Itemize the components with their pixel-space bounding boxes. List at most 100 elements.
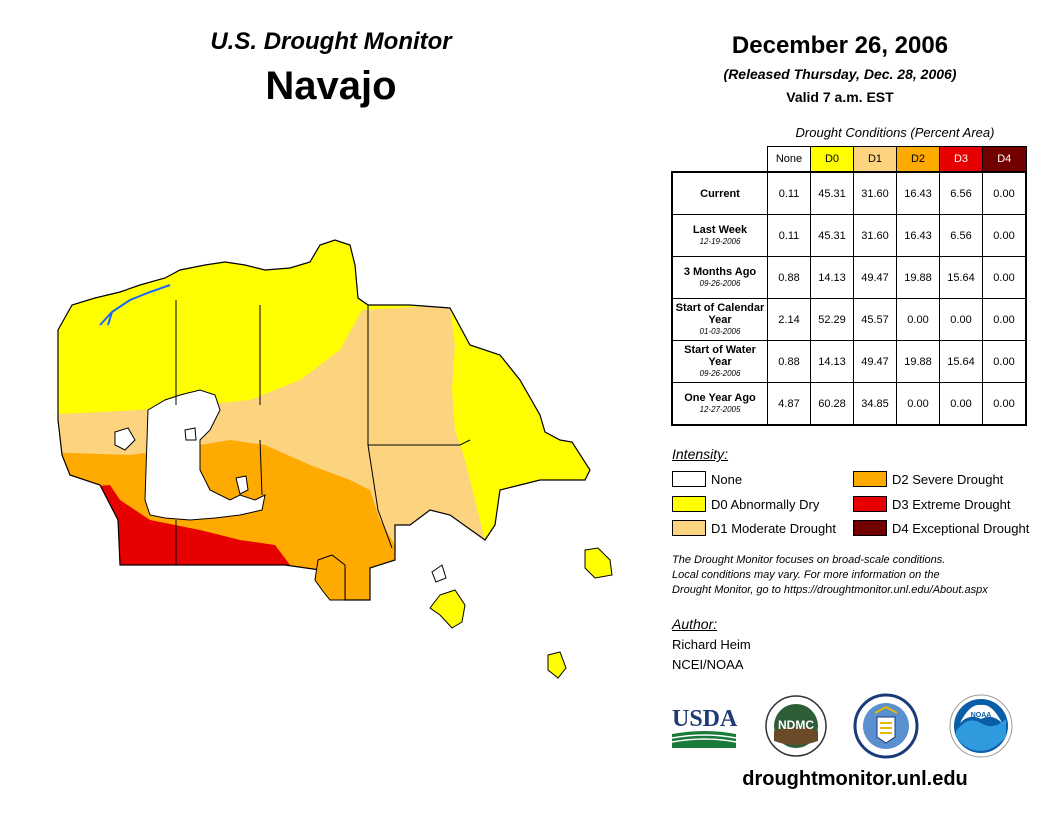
hopi-outline xyxy=(144,389,266,521)
satellite-ramah xyxy=(429,589,466,629)
row-label-text: 3 Months Ago xyxy=(683,265,757,278)
table-row: 3 Months Ago 09-26-2006 0.88 14.13 49.47 19.8… xyxy=(671,256,1027,299)
table-cell: 6.56 xyxy=(939,171,983,215)
table-cell: 4.87 xyxy=(767,382,811,426)
table-cell: 0.00 xyxy=(939,298,983,341)
usda-logo: USDA xyxy=(671,706,738,748)
drought-map xyxy=(57,239,613,679)
table-cell: 52.29 xyxy=(810,298,854,341)
map-subtitle: U.S. Drought Monitor xyxy=(210,28,452,55)
legend-label: D1 Moderate Drought xyxy=(711,520,837,536)
table-cell: 15.64 xyxy=(939,256,983,299)
table-cell: 14.13 xyxy=(810,340,854,383)
noaa-logo-text: NOAA xyxy=(971,712,992,719)
noaa-logo: NOAA xyxy=(949,694,1013,758)
legend-swatch xyxy=(672,496,706,512)
legend-swatch xyxy=(853,520,887,536)
table-row: Start of Calendar Year 01-03-2006 2.14 52.2… xyxy=(671,298,1027,341)
release-date: (Released Thursday, Dec. 28, 2006) xyxy=(723,66,957,82)
table-cell: 19.88 xyxy=(896,256,940,299)
website-url[interactable]: droughtmonitor.unl.edu xyxy=(742,768,968,790)
legend-title: Intensity: xyxy=(672,446,729,462)
table-cell: 0.88 xyxy=(767,340,811,383)
table-cell: 0.88 xyxy=(767,256,811,299)
satellite-southeast xyxy=(547,651,567,679)
row-date: 09-26-2006 xyxy=(699,278,741,288)
legend-label: D2 Severe Drought xyxy=(892,471,1004,487)
enclave-south xyxy=(235,475,249,495)
table-cell: 16.43 xyxy=(896,171,940,215)
row-label-text: Current xyxy=(700,187,740,200)
commerce-seal xyxy=(853,693,919,759)
table-cell: 60.28 xyxy=(810,382,854,426)
table-cell: 49.47 xyxy=(853,340,897,383)
row-label: Last Week 12-19-2006 xyxy=(671,214,768,257)
legend-item-d0: D0 Abnormally Dry xyxy=(672,496,819,512)
table-cell: 2.14 xyxy=(767,298,811,341)
row-label: 3 Months Ago 09-26-2006 xyxy=(671,256,768,299)
author-org: NCEI/NOAA xyxy=(672,657,744,672)
legend-item-d4: D4 Exceptional Drought xyxy=(853,520,1029,536)
column-header-d2: D2 xyxy=(896,146,940,173)
legend-swatch xyxy=(672,471,706,487)
table-cell: 15.64 xyxy=(939,340,983,383)
row-label-text: Last Week xyxy=(692,223,748,236)
row-label-text: Start of Water Year xyxy=(684,343,756,368)
table-row: Current 0.11 45.31 31.60 16.43 6.56 0.00 xyxy=(671,171,1027,215)
table-cell: 0.00 xyxy=(982,382,1027,426)
ndmc-logo-text: NDMC xyxy=(778,718,814,732)
row-date: 01-03-2006 xyxy=(699,326,741,336)
legend-item-d1: D1 Moderate Drought xyxy=(672,520,836,536)
row-date: 09-26-2006 xyxy=(699,368,741,378)
column-header-none: None xyxy=(767,146,811,173)
legend-item-none: None xyxy=(672,471,742,487)
conditions-table: None D0 D1 D2 D3 D4 Current 0.11 45.31 31.6… xyxy=(671,146,1027,426)
table-cell: 31.60 xyxy=(853,214,897,257)
row-label: Start of Water Year 09-26-2006 xyxy=(671,340,768,383)
row-label: Start of Calendar Year 01-03-2006 xyxy=(671,298,768,341)
table-corner xyxy=(672,146,768,173)
table-cell: 0.00 xyxy=(939,382,983,426)
table-cell: 49.47 xyxy=(853,256,897,299)
disclaimer-text: The Drought Monitor focuses on broad-sca… xyxy=(672,553,1042,598)
table-row: One Year Ago 12-27-2005 4.87 60.28 34.85 0.00… xyxy=(671,382,1027,426)
row-label: One Year Ago 12-27-2005 xyxy=(671,382,768,426)
enclave-center xyxy=(184,427,197,441)
row-label-text: One Year Ago xyxy=(684,391,756,404)
legend-label: D3 Extreme Drought xyxy=(892,496,1011,512)
river xyxy=(99,284,171,326)
table-cell: 0.00 xyxy=(896,298,940,341)
table-cell: 0.00 xyxy=(982,171,1027,215)
author-name: Richard Heim xyxy=(672,637,751,652)
column-header-d3: D3 xyxy=(939,146,983,173)
map-date: December 26, 2006 xyxy=(731,32,949,59)
satellite-east xyxy=(584,547,613,579)
table-cell: 45.31 xyxy=(810,214,854,257)
table-cell: 16.43 xyxy=(896,214,940,257)
table-row: Start of Water Year 09-26-2006 0.88 14.13 49… xyxy=(671,340,1027,383)
legend-item-d3: D3 Extreme Drought xyxy=(853,496,1011,512)
legend-swatch xyxy=(672,520,706,536)
table-cell: 0.11 xyxy=(767,171,811,215)
disclaimer-line: Local conditions may vary. For more info… xyxy=(672,569,940,581)
row-label-text: Start of Calendar Year xyxy=(675,301,765,326)
region-title: Navajo xyxy=(265,64,397,108)
row-date: 12-19-2006 xyxy=(699,236,741,246)
none-area xyxy=(145,390,265,520)
table-cell: 0.11 xyxy=(767,214,811,257)
table-cell: 34.85 xyxy=(853,382,897,426)
disclaimer-line: The Drought Monitor focuses on broad-sca… xyxy=(672,554,946,566)
enclave-west xyxy=(114,427,136,451)
table-cell: 6.56 xyxy=(939,214,983,257)
table-title: Drought Conditions (Percent Area) xyxy=(795,125,995,140)
ndmc-logo: NDMC xyxy=(765,695,827,757)
row-label: Current xyxy=(671,171,768,215)
column-header-d1: D1 xyxy=(853,146,897,173)
table-cell: 0.00 xyxy=(982,298,1027,341)
row-date: 12-27-2005 xyxy=(699,404,741,414)
table-cell: 31.60 xyxy=(853,171,897,215)
table-cell: 14.13 xyxy=(810,256,854,299)
table-cell: 19.88 xyxy=(896,340,940,383)
table-cell: 0.00 xyxy=(982,214,1027,257)
legend-swatch xyxy=(853,471,887,487)
